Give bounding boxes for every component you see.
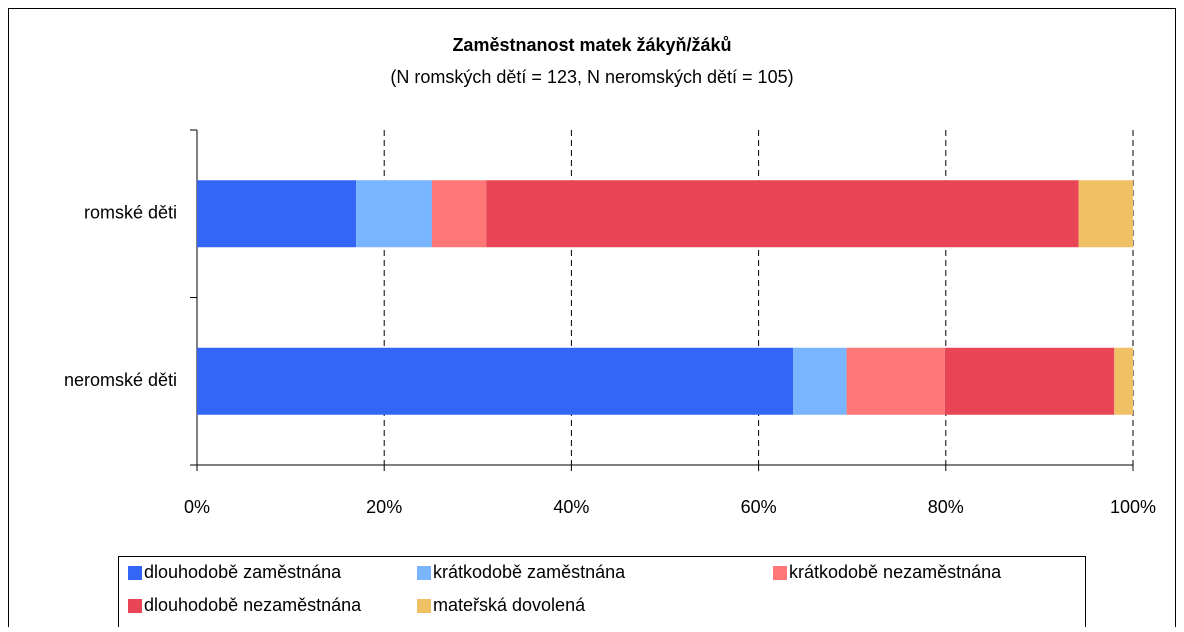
bar-segment (1114, 347, 1133, 415)
x-tick-label: 60% (741, 497, 777, 517)
x-tick-label: 20% (366, 497, 402, 517)
legend-swatch (417, 566, 431, 580)
legend-swatch (417, 599, 431, 613)
y-tick-label: romské děti (84, 203, 177, 223)
bar-segment (1078, 180, 1133, 248)
chart-title: Zaměstnanost matek žákyň/žáků (452, 35, 731, 55)
bar-segment (944, 347, 1115, 415)
legend-swatch (773, 566, 787, 580)
x-tick-label: 100% (1110, 497, 1156, 517)
legend-box (118, 556, 1086, 632)
legend-swatch (128, 599, 142, 613)
bar-segment (356, 180, 432, 248)
bar-segment (793, 347, 847, 415)
y-tick-label: neromské děti (64, 370, 177, 390)
legend-label: dlouhodobě nezaměstnána (144, 595, 362, 615)
x-tick-label: 80% (928, 497, 964, 517)
x-tick-label: 0% (184, 497, 210, 517)
chart-border (8, 8, 1176, 632)
legend-label: krátkodobě nezaměstnána (789, 562, 1002, 582)
legend-label: mateřská dovolená (433, 595, 586, 615)
bar-segment (846, 347, 945, 415)
bar-segment (431, 180, 487, 248)
chart-subtitle: (N romských dětí = 123, N neromských dět… (390, 67, 793, 87)
legend-swatch (128, 566, 142, 580)
bar-segment (486, 180, 1079, 248)
bar-segment (197, 180, 357, 248)
legend-label: krátkodobě zaměstnána (433, 562, 626, 582)
bar-segment (197, 347, 794, 415)
x-tick-label: 40% (553, 497, 589, 517)
legend-label: dlouhodobě zaměstnána (144, 562, 342, 582)
